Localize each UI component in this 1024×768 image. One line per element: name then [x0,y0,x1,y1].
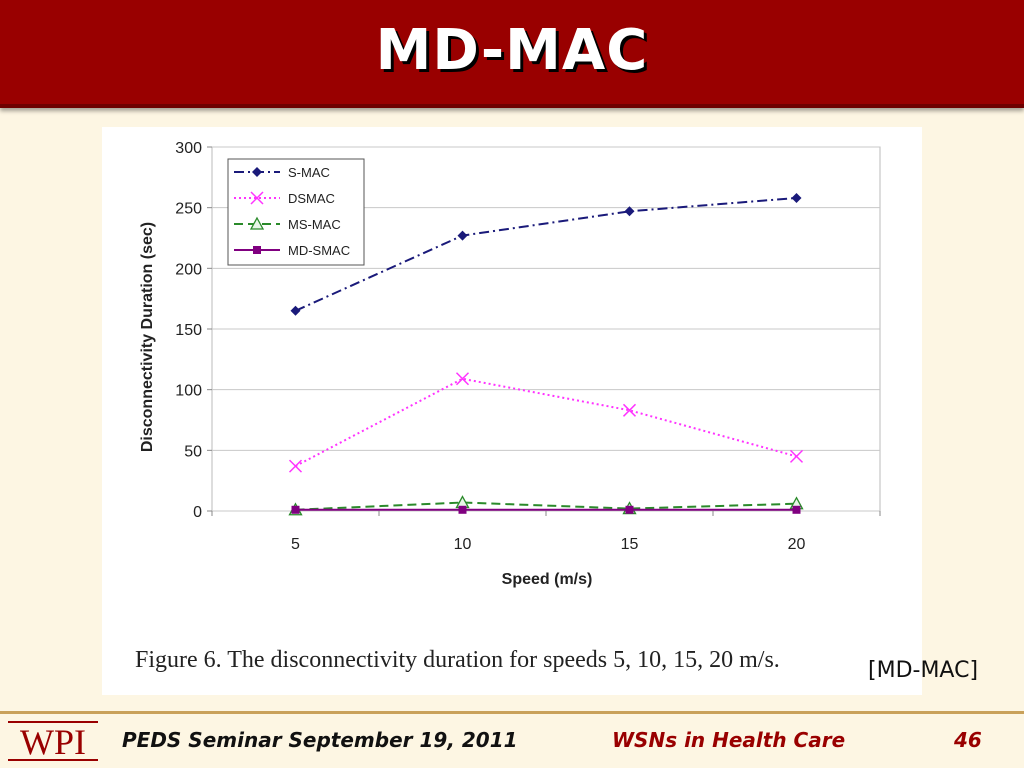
legend-label-ms-mac: MS-MAC [288,217,341,232]
y-tick-label: 200 [175,261,202,278]
series-line-s-mac [295,196,797,312]
footer: WPI PEDS Seminar September 19, 2011 WSNs… [0,714,1024,768]
y-tick-label: 300 [175,140,202,157]
wpi-logo: WPI [8,721,98,762]
data-point-s-mac [791,192,802,203]
series-line-ms-mac [295,501,797,511]
legend-label-dsmac: DSMAC [288,191,335,206]
wpi-logo-text: WPI [20,722,86,762]
series-line-dsmac [295,377,797,467]
x-tick-label: 5 [291,536,300,553]
chart-legend: S-MAC DSMAC MS-MAC MD-SMAC [227,158,365,266]
legend-label-md-smac: MD-SMAC [288,243,350,258]
legend-item-s-mac: S-MAC [234,165,330,180]
chart: 0 50 100 150 200 250 300 5 10 15 20 Disconnectivi… [139,140,881,588]
legend-label-s-mac: S-MAC [288,165,330,180]
series-s-mac [290,192,802,316]
x-tick-label: 20 [788,536,806,553]
y-tick-label: 0 [193,504,202,521]
data-point-s-mac [624,206,635,217]
footer-seminar-text: PEDS Seminar September 19, 2011 [122,728,518,752]
x-axis-label: Speed (m/s) [502,571,593,588]
legend-marker-ms-mac [249,216,265,230]
y-tick-label: 100 [175,383,202,400]
citation: [MD-MAC] [868,658,979,683]
y-tick-label: 150 [175,322,202,339]
x-tick-label: 15 [621,536,639,553]
legend-item-md-smac: MD-SMAC [234,243,350,258]
y-tick-label: 50 [184,443,202,460]
data-point-s-mac [457,230,468,241]
legend-marker-md-smac [253,246,261,254]
chart-series [288,192,804,516]
data-point-s-mac [290,305,301,316]
series-md-smac [291,505,801,514]
chart-gridlines [207,146,881,516]
figure-panel: 0 50 100 150 200 250 300 5 10 15 20 Disconnectivi… [102,127,922,695]
legend-item-ms-mac: MS-MAC [234,216,341,232]
data-point-md-smac [291,505,300,514]
data-point-md-smac [792,505,801,514]
y-tick-label: 250 [175,201,202,218]
legend-item-dsmac: DSMAC [234,191,335,206]
footer-divider [0,711,1024,714]
data-point-dsmac [789,449,804,463]
data-point-md-smac [458,505,467,514]
y-tick-labels: 0 50 100 150 200 250 300 [175,140,202,521]
x-tick-labels: 5 10 15 20 [291,536,805,553]
data-point-dsmac [288,459,303,473]
title-bar: MD-MAC [0,0,1024,108]
data-point-md-smac [625,505,634,514]
figure-caption: Figure 6. The disconnectivity duration f… [135,647,780,673]
footer-topic-text: WSNs in Health Care [612,728,846,752]
legend-marker-dsmac [250,191,264,205]
legend-marker-s-mac [252,167,262,177]
data-point-dsmac [455,372,470,386]
page-number: 46 [954,728,982,752]
series-dsmac [288,372,804,473]
y-axis-label: Disconnectivity Duration (sec) [139,222,156,452]
legend-box [227,158,365,266]
slide-title: MD-MAC [375,18,649,83]
data-point-dsmac [622,403,637,417]
x-tick-label: 10 [454,536,472,553]
